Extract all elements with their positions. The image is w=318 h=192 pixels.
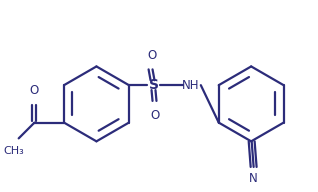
Text: N: N: [249, 172, 258, 185]
Text: NH: NH: [182, 79, 200, 92]
Text: S: S: [149, 78, 158, 92]
Text: O: O: [150, 109, 159, 122]
Text: O: O: [30, 84, 39, 97]
Text: CH₃: CH₃: [3, 146, 24, 156]
Text: O: O: [147, 49, 156, 61]
